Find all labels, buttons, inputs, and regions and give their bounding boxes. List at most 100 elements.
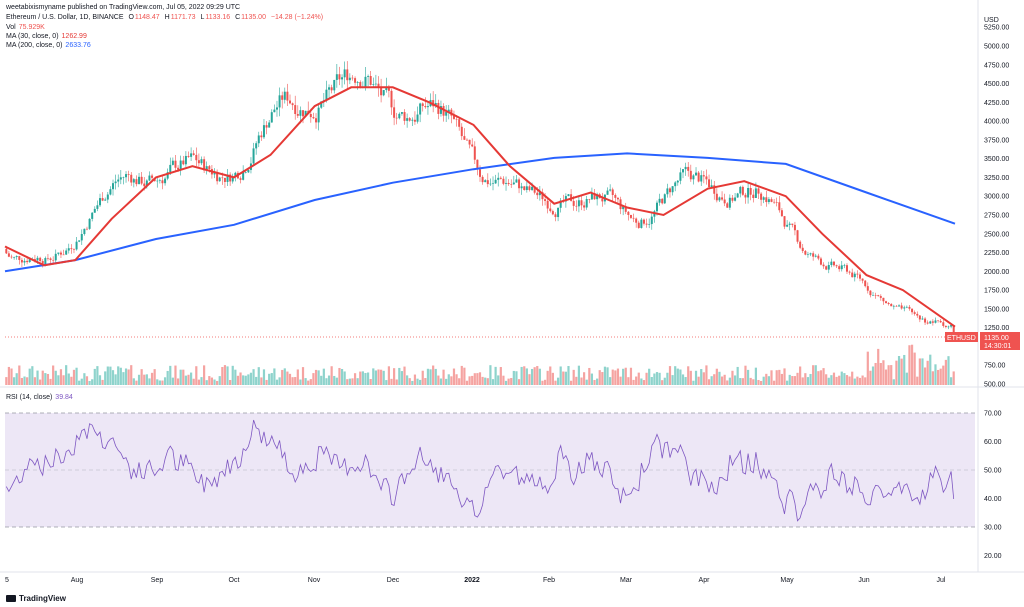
volume-bar	[770, 370, 773, 385]
volume-bar	[622, 368, 625, 385]
volume-bar	[49, 378, 52, 385]
candle-body	[44, 258, 47, 265]
candle-body	[437, 102, 440, 114]
volume-bar	[387, 366, 391, 385]
volume-bar	[429, 369, 432, 385]
candle-body	[122, 177, 125, 178]
candle-body	[270, 112, 273, 123]
candles	[5, 61, 955, 339]
volume-bar	[658, 372, 661, 385]
volume-bar	[502, 375, 505, 385]
volume-bar	[858, 377, 862, 385]
tradingview-logo[interactable]: TradingView	[6, 594, 66, 603]
volume-bar	[333, 375, 336, 385]
candle-body	[83, 228, 86, 235]
volume-bar	[681, 374, 685, 385]
candle-body	[947, 326, 950, 328]
candle-body	[93, 208, 96, 213]
candle-body	[273, 109, 276, 113]
candle-body	[195, 154, 198, 161]
candle-body	[666, 188, 669, 195]
volume-bar	[10, 368, 13, 385]
candle-body	[845, 265, 848, 272]
price-tick: 2250.00	[984, 250, 1009, 257]
volume-bar	[900, 358, 903, 385]
candle-body	[7, 253, 10, 257]
candle-body	[169, 164, 172, 173]
volume-bar	[746, 369, 750, 385]
candle-body	[913, 312, 916, 314]
publish-info: weetabixismyname published on TradingVie…	[6, 4, 241, 11]
candle-body	[385, 87, 388, 91]
candle-body	[869, 290, 872, 296]
volume-bar	[499, 367, 502, 385]
volume-bar	[741, 378, 744, 385]
volume-bar	[309, 379, 312, 385]
volume-bar	[882, 360, 885, 385]
volume-bar	[879, 363, 882, 385]
candle-body	[223, 177, 226, 182]
volume-bar	[189, 372, 193, 385]
volume-bar	[452, 368, 456, 385]
volume-bar	[13, 377, 16, 385]
candle-body	[192, 153, 195, 155]
volume-bar	[307, 380, 310, 385]
candle-body	[447, 109, 450, 112]
volume-bar	[208, 376, 211, 385]
candle-body	[143, 183, 146, 187]
volume-bar	[749, 377, 752, 385]
volume-bar	[93, 368, 96, 385]
candle-body	[835, 265, 838, 267]
candle-body	[505, 182, 508, 184]
volume-bar	[15, 373, 18, 385]
time-tick: Jul	[937, 577, 946, 584]
volume-bar	[952, 371, 955, 385]
volume-bar	[687, 366, 690, 385]
volume-bar	[143, 374, 146, 385]
volume-bar	[707, 379, 711, 385]
volume-bar	[752, 379, 755, 385]
candle-body	[741, 186, 744, 195]
candle-body	[190, 153, 193, 157]
volume-bar	[296, 369, 299, 385]
volume-bar	[174, 365, 177, 385]
candle-body	[380, 87, 383, 96]
volume-bar	[419, 379, 422, 385]
volume-bar	[400, 371, 404, 385]
candle-body	[70, 248, 73, 250]
candle-body	[866, 286, 869, 291]
candle-body	[374, 83, 377, 85]
candle-body	[132, 179, 135, 183]
volume-bar	[109, 366, 112, 385]
volume-bar	[757, 380, 760, 385]
volume-bar	[580, 377, 583, 385]
volume-bar	[903, 354, 906, 385]
price-tick: 4000.00	[984, 119, 1009, 126]
candle-body	[832, 261, 835, 266]
volume-bar	[406, 375, 409, 385]
candle-body	[895, 305, 898, 307]
candle-body	[775, 202, 778, 203]
candle-body	[416, 114, 419, 122]
candle-body	[299, 110, 302, 116]
candle-body	[773, 201, 776, 203]
volume-bar	[642, 380, 646, 385]
volume-bar	[491, 379, 495, 385]
candle-body	[218, 177, 221, 182]
candle-body	[689, 170, 692, 180]
volume-bar	[923, 367, 927, 385]
candle-body	[187, 155, 190, 157]
candle-body	[5, 248, 8, 254]
candle-body	[455, 118, 458, 120]
price-tick: 3500.00	[984, 156, 1009, 163]
volume-bar	[762, 376, 765, 385]
candle-body	[762, 197, 765, 200]
price-tick: 2500.00	[984, 231, 1009, 238]
ohlc-open: 1148.47	[134, 14, 160, 21]
volume-bar	[221, 367, 224, 385]
volume-bar	[327, 375, 331, 385]
candle-body	[879, 296, 882, 298]
candle-body	[294, 105, 297, 115]
volume-bar	[270, 373, 273, 385]
